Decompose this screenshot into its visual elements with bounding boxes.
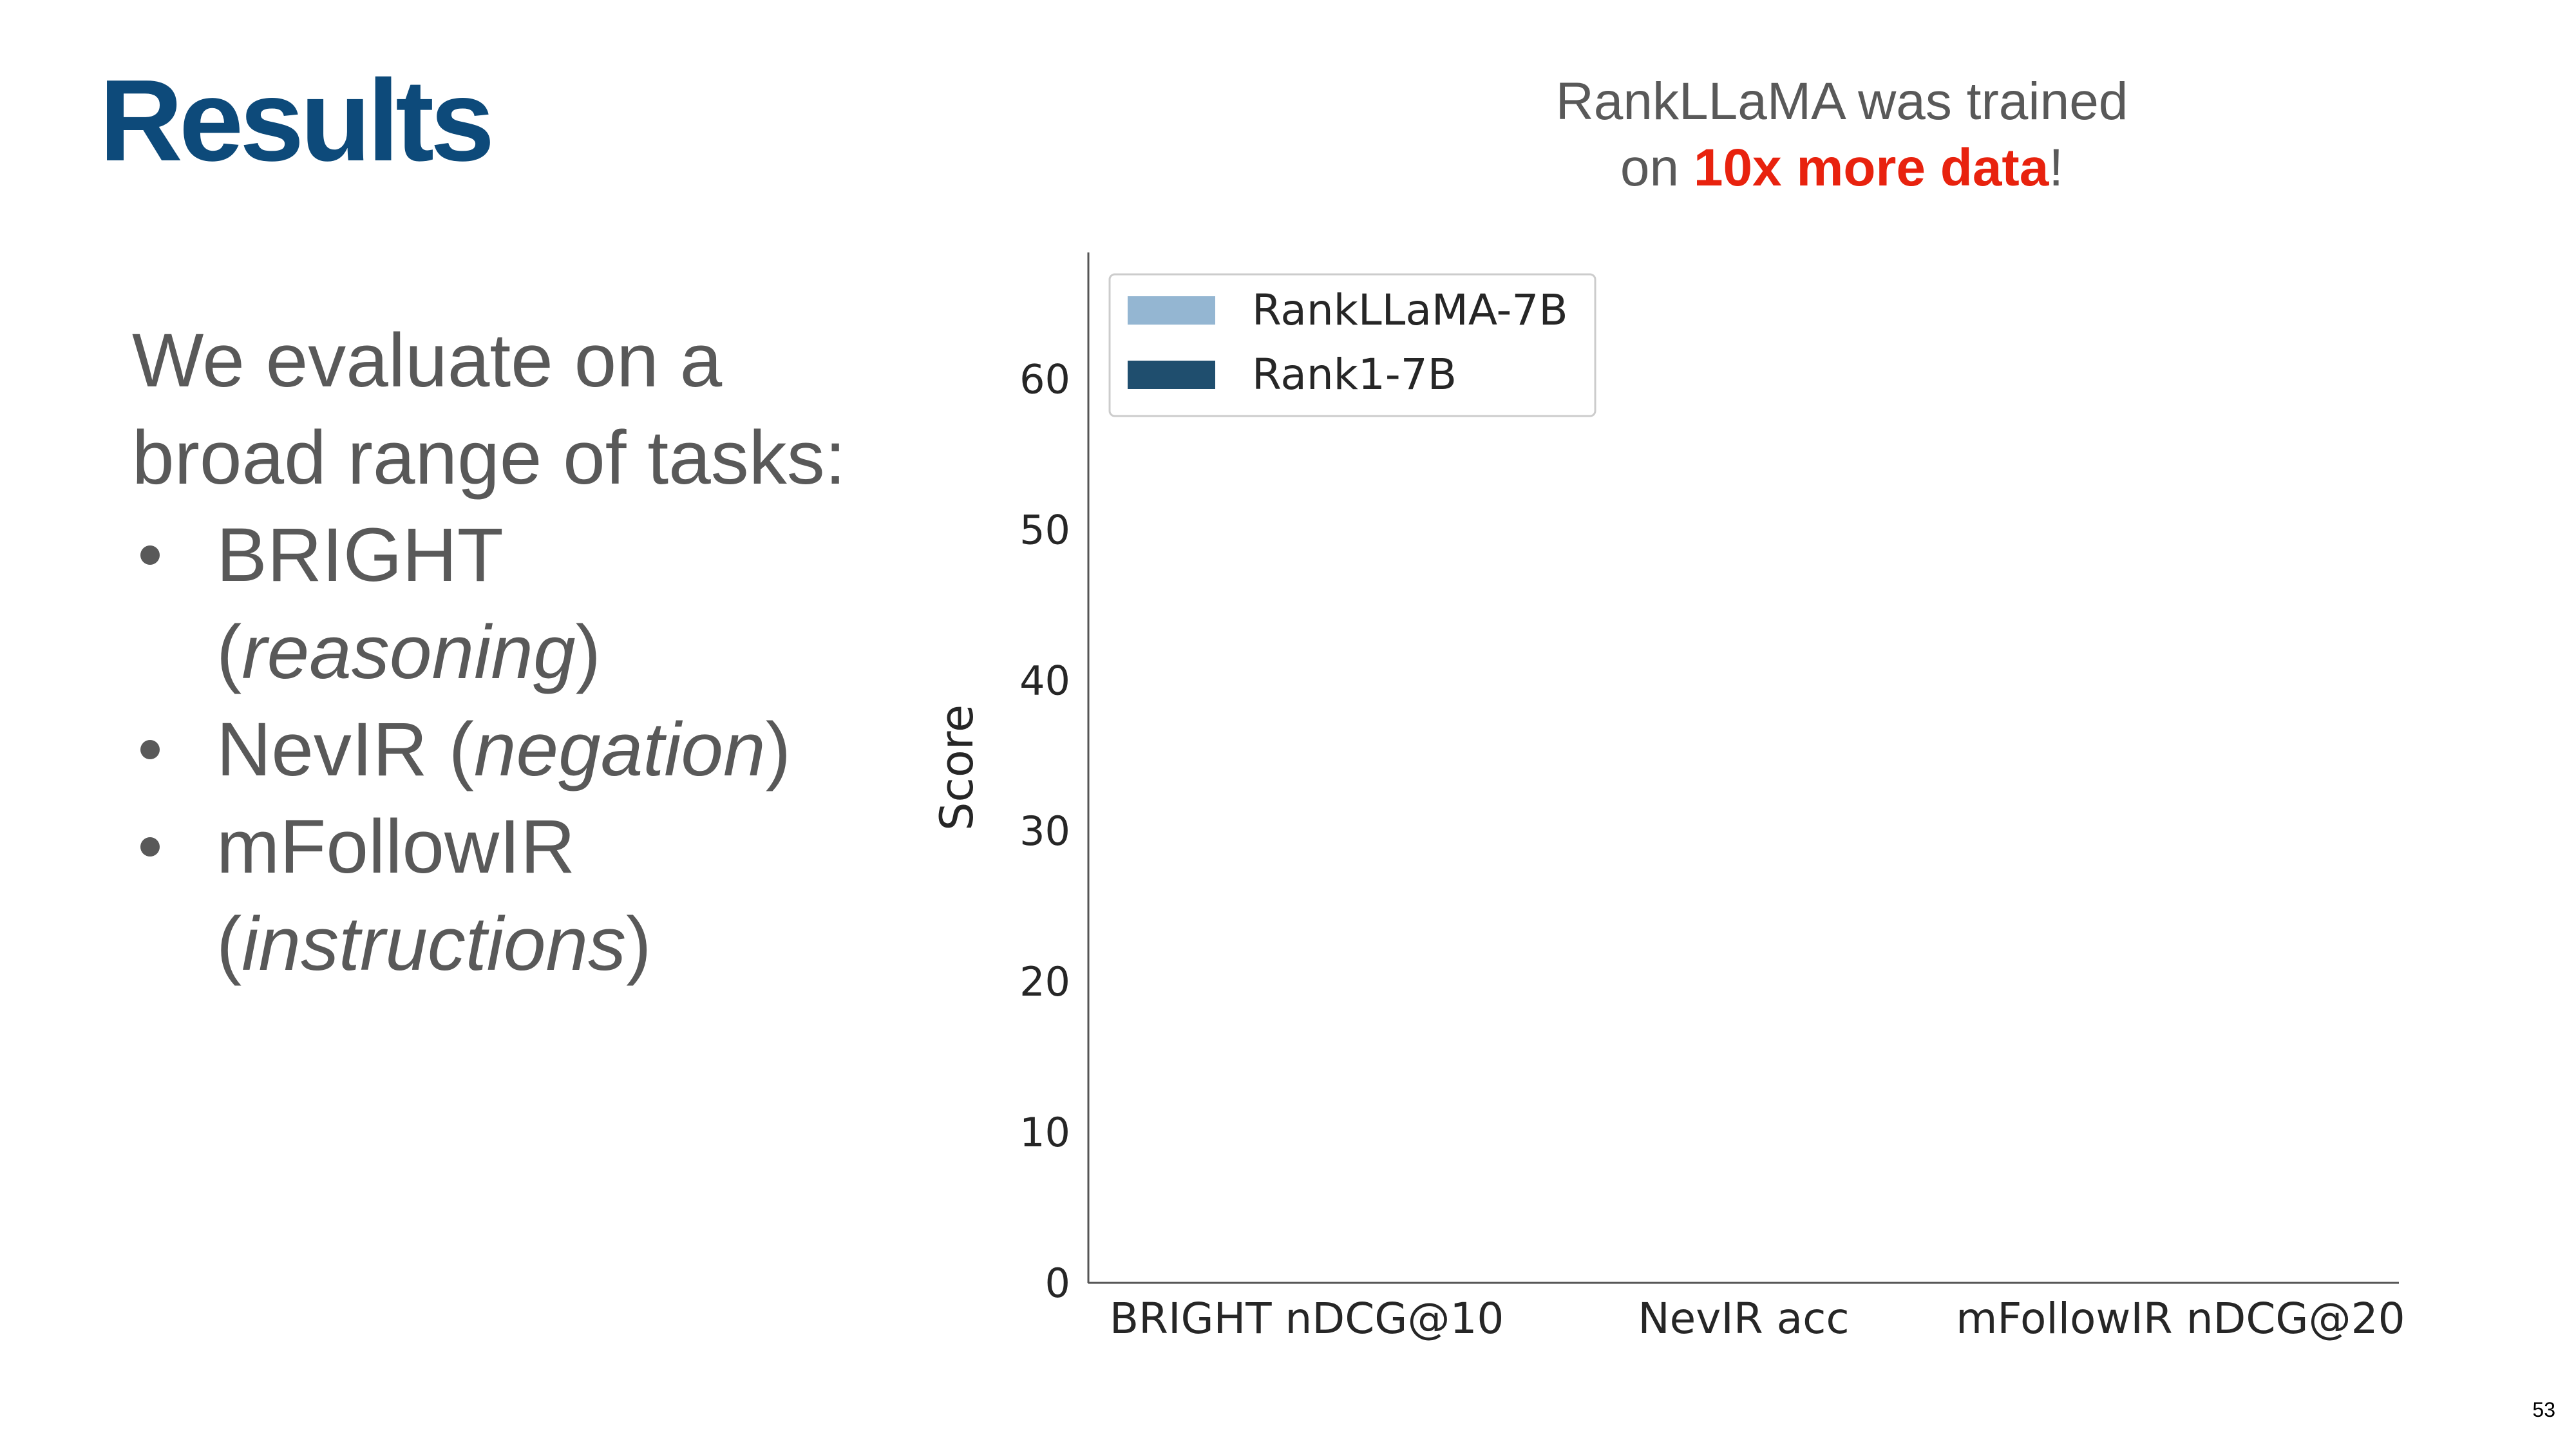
- text-segment: (: [216, 610, 242, 695]
- intro-line: broad range of tasks:: [132, 415, 846, 500]
- x-tick-label: mFollowIR nDCG@20: [1956, 1294, 2405, 1343]
- legend-swatch: [1128, 296, 1215, 325]
- text-segment: BRIGHT: [216, 513, 504, 598]
- y-tick-label: 40: [1019, 657, 1070, 704]
- bullet-dot: [140, 740, 160, 759]
- bullet-line: mFollowIR: [216, 804, 575, 889]
- text-segment: ): [626, 902, 651, 987]
- y-tick-label: 50: [1019, 506, 1070, 553]
- text-segment: mFollowIR: [216, 804, 575, 889]
- text-segment: reasoning: [242, 610, 575, 695]
- y-tick-label: 30: [1019, 808, 1070, 855]
- chart: 0 10 20 30 40 50 60 Score BRIGHT nDCG@10 NevIR ac…: [931, 252, 2405, 1343]
- text-segment: (: [216, 902, 242, 987]
- text-segment: !: [2049, 138, 2063, 197]
- bullet-line: (reasoning): [216, 610, 601, 695]
- intro-line: We evaluate on a: [132, 318, 723, 403]
- text-segment: instructions: [242, 902, 626, 987]
- text-segment: negation: [474, 707, 766, 792]
- annotation-line: on 10x more data!: [1620, 138, 2063, 197]
- legend-label: RankLLaMA-7B: [1252, 285, 1568, 335]
- text-segment: NevIR (: [216, 707, 474, 792]
- slide-title: Results: [99, 56, 491, 185]
- bullet-line: (instructions): [216, 902, 651, 987]
- y-tick-label: 60: [1019, 355, 1070, 402]
- x-tick-label: BRIGHT nDCG@10: [1110, 1294, 1504, 1343]
- x-tick-label: NevIR acc: [1638, 1294, 1849, 1343]
- bullet-dot: [140, 545, 160, 565]
- text-segment: on: [1620, 138, 1694, 197]
- annotation-line: RankLLaMA was trained: [1556, 72, 2128, 131]
- bullet-line: NevIR (negation): [216, 707, 791, 792]
- y-tick-label: 20: [1019, 958, 1070, 1005]
- y-tick-label: 0: [1045, 1260, 1070, 1307]
- bullet-dot: [140, 837, 160, 857]
- text-segment: ): [766, 707, 791, 792]
- body-text: We evaluate on a broad range of tasks: BRI…: [132, 318, 846, 987]
- page-number: 53: [2532, 1398, 2555, 1421]
- legend-label: Rank1-7B: [1252, 350, 1457, 399]
- y-axis-label: Score: [931, 705, 983, 831]
- bullet-line: BRIGHT: [216, 513, 504, 598]
- y-tick-label: 10: [1019, 1109, 1070, 1156]
- text-segment: 10x more data: [1694, 138, 2050, 197]
- text-segment: ): [576, 610, 601, 695]
- legend-box: [1108, 273, 1596, 417]
- legend-swatch: [1128, 361, 1215, 389]
